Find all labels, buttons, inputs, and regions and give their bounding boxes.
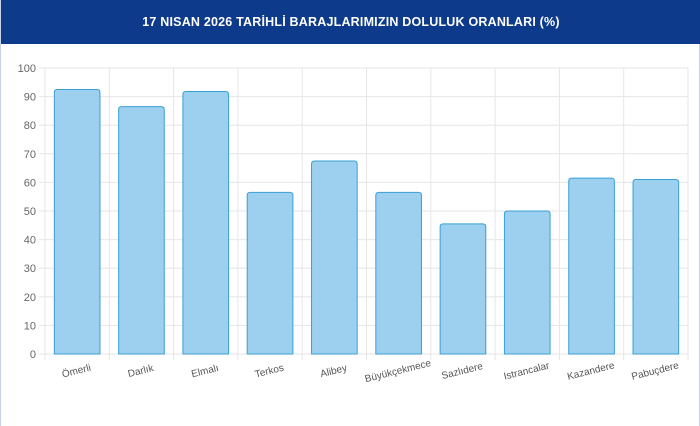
bar-elmalı[interactable]: [182, 90, 230, 355]
x-axis-labels: Ömerli Darlık Elmalı Terkos Alibey Büyükçekme…: [61, 358, 681, 385]
y-tick-label: 50: [24, 206, 36, 218]
y-axis-ticks: 0 10 20 30 40 50 60 70 80 90 100: [18, 63, 36, 361]
bar-ömerli[interactable]: [53, 88, 101, 355]
x-category-label: Darlık: [127, 363, 156, 380]
y-tick-label: 80: [24, 120, 36, 132]
x-category-label: Sazlıdere: [441, 361, 485, 382]
bar-alibey[interactable]: [311, 160, 358, 355]
bar-büyükçekmece[interactable]: [375, 191, 422, 355]
x-category-label: Alibey: [319, 363, 348, 380]
y-tick-label: 10: [24, 320, 36, 332]
x-category-label: Istrancalar: [503, 360, 552, 382]
x-category-label: Pabuçdere: [630, 360, 680, 382]
y-tick-label: 0: [30, 349, 36, 361]
bar-sazlıdere[interactable]: [439, 223, 487, 355]
y-tick-label: 20: [24, 292, 36, 304]
bar-darlık[interactable]: [118, 106, 165, 355]
x-category-label: Kazandere: [566, 360, 616, 382]
x-category-label: Elmalı: [190, 363, 220, 380]
chart-title: 17 NISAN 2026 TARİHLİ BARAJLARIMIZIN DOL…: [142, 15, 560, 29]
y-tick-label: 40: [24, 235, 36, 247]
y-tick-label: 90: [24, 92, 36, 104]
bar-istrancalar[interactable]: [503, 210, 551, 355]
x-category-label: Ömerli: [61, 362, 92, 381]
x-category-label: Büyükçekmece: [364, 358, 433, 385]
y-tick-label: 30: [24, 263, 36, 275]
y-tick-label: 60: [24, 177, 36, 189]
bar-terkos[interactable]: [246, 191, 294, 355]
y-tick-label: 70: [24, 149, 36, 161]
bar-chart: 0 10 20 30 40 50 60 70 80 90 100 Ömerli Darlık Elmal…: [18, 63, 689, 385]
chart-header: 17 NISAN 2026 TARİHLİ BARAJLARIMIZIN DOL…: [1, 0, 700, 44]
x-category-label: Terkos: [254, 363, 285, 381]
y-tick-label: 100: [18, 63, 36, 75]
bars: [53, 88, 680, 355]
bar-pabuçdere[interactable]: [632, 179, 680, 355]
bar-kazandere[interactable]: [568, 177, 615, 355]
